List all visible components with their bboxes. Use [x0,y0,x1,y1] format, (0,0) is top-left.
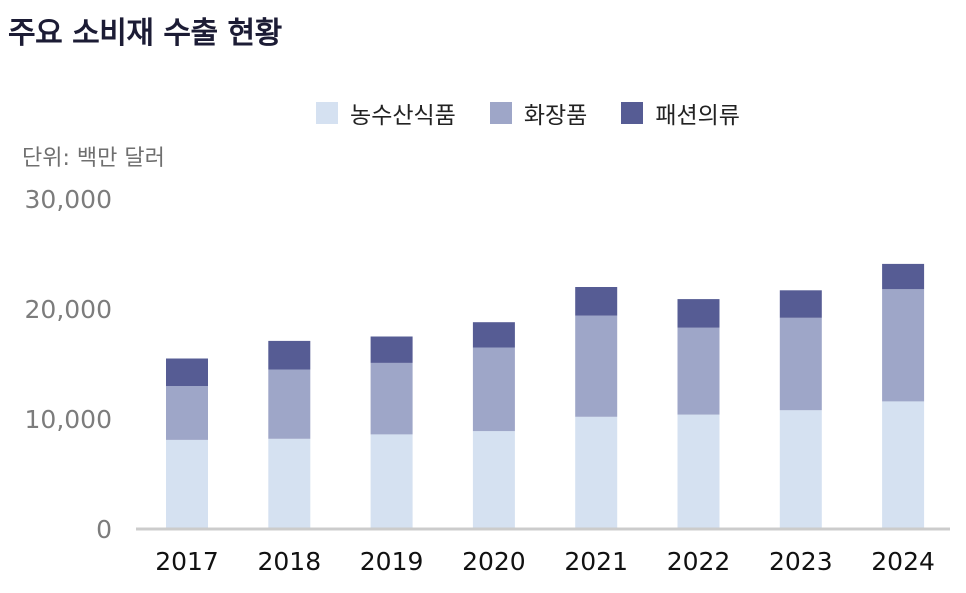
bar-fashion-2020 [472,322,515,348]
legend-swatch-cosmetics [489,102,512,124]
bar-fashion-2024 [882,263,925,290]
bar-cosmetics-2019 [370,362,413,435]
legend-label-food: 농수산식품 [350,103,456,129]
bar-cosmetics-2017 [166,386,208,440]
legend-item-cosmetics: 화장품 [489,96,588,130]
x-tick-label: 2019 [360,547,424,576]
legend-item-food: 농수산식품 [316,96,456,130]
legend-label-cosmetics: 화장품 [523,103,588,129]
bar-fashion-2023 [779,290,822,318]
chart-title: 주요 소비재 수출 현황 [8,16,282,51]
unit-label: 단위: 백만 달러 [22,146,165,171]
bar-cosmetics-2023 [779,317,822,411]
legend-swatch-fashion [621,102,644,124]
x-tick-label: 2020 [462,547,526,576]
bar-food-2019 [370,434,413,529]
x-tick-labels: 2017 2018 2019 2020 2021 2022 2023 2024 [155,547,935,576]
x-tick-label: 2023 [769,547,833,576]
bar-food-2024 [882,401,925,529]
bar-food-2020 [472,431,515,529]
bar-food-2018 [268,438,311,529]
x-tick-label: 2018 [257,547,321,576]
bar-fashion-2022 [677,299,720,328]
y-tick-label: 0 [96,515,112,544]
bars [166,263,925,529]
bar-food-2017 [166,439,208,529]
x-tick-label: 2017 [155,547,219,576]
legend-label-fashion: 패션의류 [655,103,740,129]
bar-fashion-2021 [575,287,618,316]
bar-food-2021 [575,416,618,529]
y-tick-label: 20,000 [25,295,112,324]
bar-fashion-2017 [166,358,208,386]
bar-cosmetics-2024 [882,289,925,402]
bar-food-2022 [677,414,720,529]
legend: 농수산식품 화장품 패션의류 [0,96,966,130]
y-tick-label: 30,000 [25,185,112,214]
bar-cosmetics-2018 [268,369,311,439]
legend-swatch-food [316,102,339,124]
bar-food-2023 [779,410,822,529]
x-tick-label: 2021 [564,547,628,576]
x-tick-label: 2024 [871,547,935,576]
y-tick-label: 10,000 [25,405,112,434]
legend-item-fashion: 패션의류 [621,96,740,130]
bar-cosmetics-2020 [472,347,515,432]
bar-fashion-2018 [268,340,311,370]
bar-cosmetics-2021 [575,315,618,417]
y-tick-labels: 0 10,000 20,000 30,000 [25,185,112,544]
bar-cosmetics-2022 [677,327,720,415]
x-tick-label: 2022 [667,547,731,576]
bar-fashion-2019 [370,336,413,363]
